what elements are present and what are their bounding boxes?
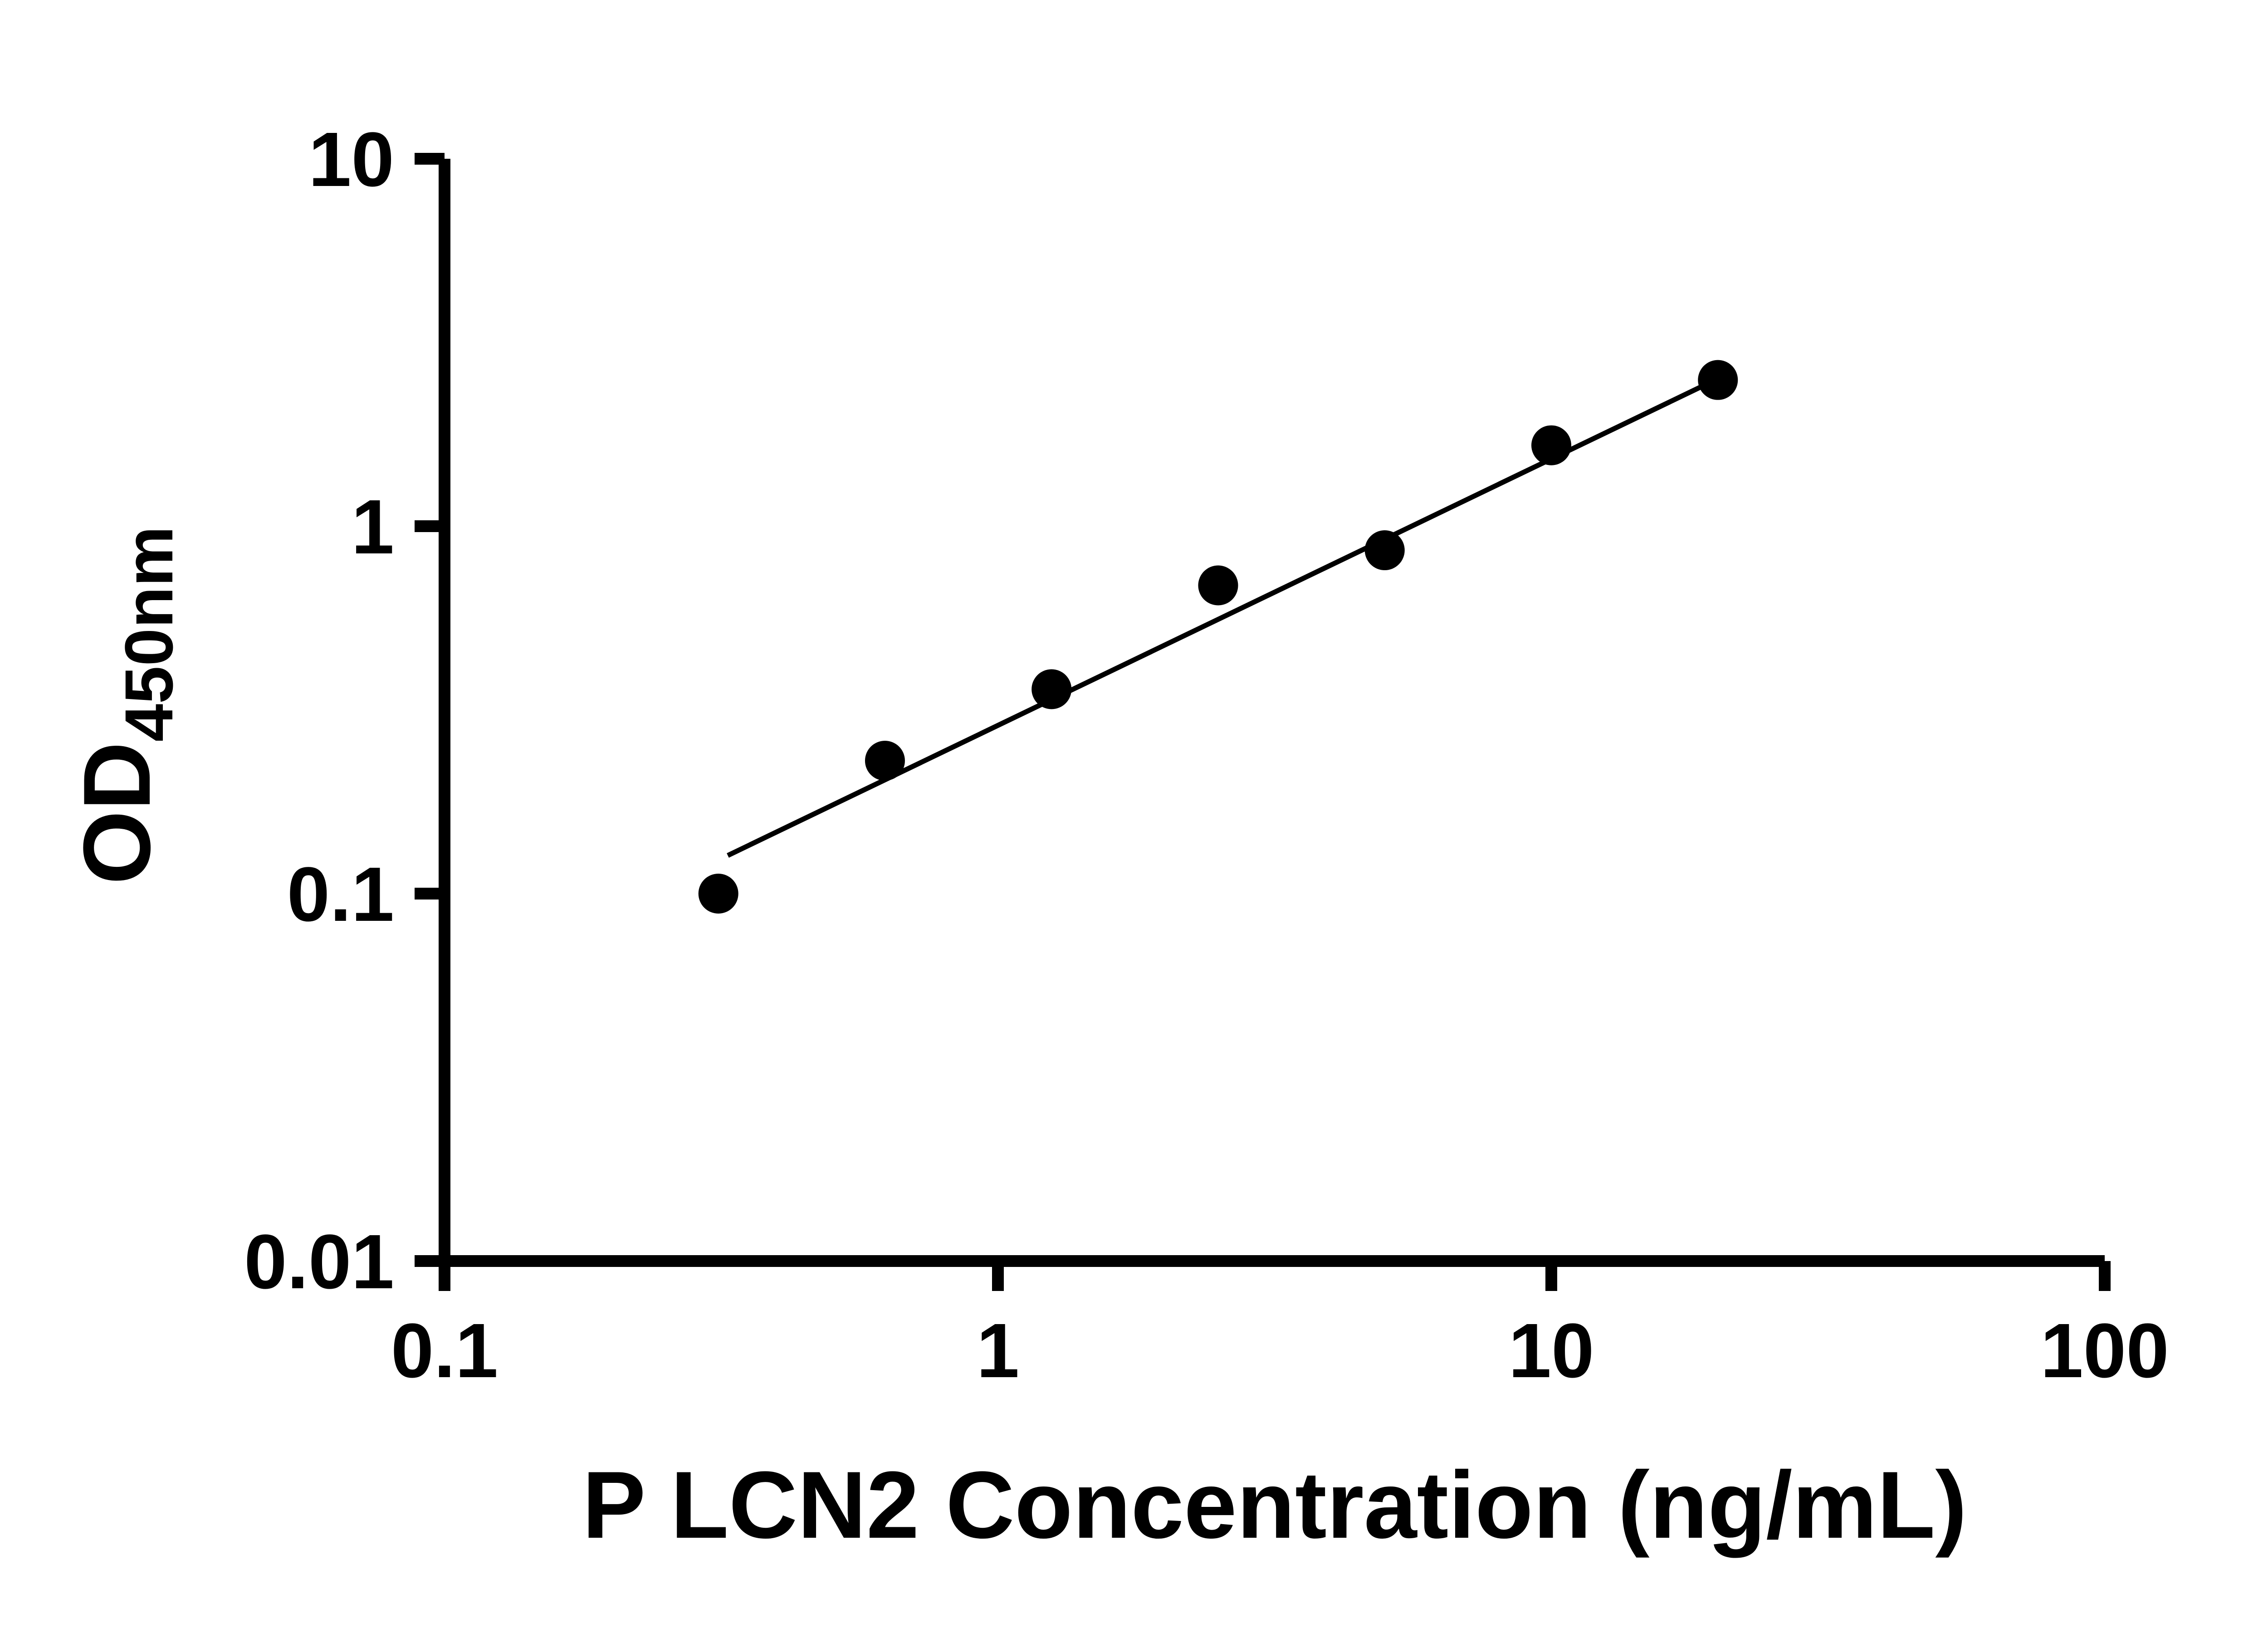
axes [439, 159, 2105, 1267]
y-tick-label: 0.1 [287, 851, 394, 938]
x-tick-label: 1 [977, 1308, 1020, 1394]
data-point [1531, 425, 1571, 465]
x-tick-label: 10 [1508, 1308, 1594, 1394]
y-tick-label: 1 [351, 484, 394, 570]
data-point [1198, 565, 1238, 606]
y-tick-label: 0.01 [244, 1219, 394, 1305]
y-axis-title: OD450nm [64, 526, 187, 885]
data-point [1031, 669, 1072, 709]
x-tick-label: 100 [2040, 1308, 2169, 1394]
data-point [1698, 360, 1738, 400]
data-point [1364, 530, 1405, 571]
y-tick-label: 10 [308, 117, 394, 203]
data-point [698, 874, 738, 914]
y-axis-title-subscript: 450nm [111, 526, 187, 742]
data-point [865, 741, 905, 781]
data-series [698, 360, 1738, 914]
tick-marks [415, 153, 2111, 1291]
y-axis-title-main: OD [64, 742, 170, 885]
x-axis-title: P LCN2 Concentration (ng/mL) [582, 1452, 1967, 1558]
x-tick-label: 0.1 [391, 1308, 498, 1394]
axis-lines [439, 159, 2105, 1267]
